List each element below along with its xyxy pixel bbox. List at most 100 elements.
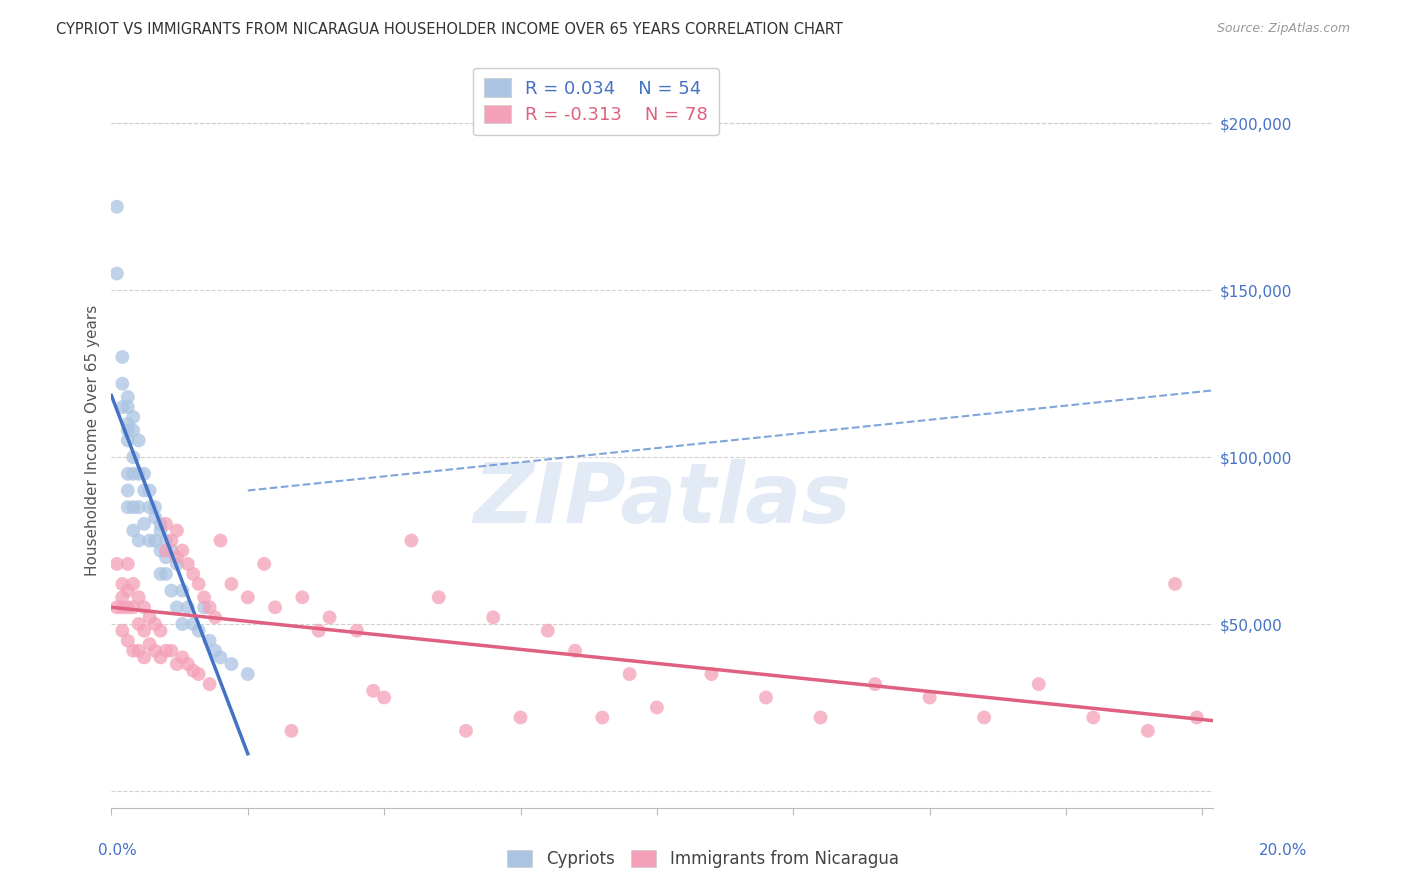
Point <box>509 710 531 724</box>
Point <box>166 600 188 615</box>
Point <box>122 577 145 591</box>
Point <box>198 677 221 691</box>
Point <box>204 610 226 624</box>
Point <box>155 644 177 658</box>
Point <box>143 533 166 548</box>
Point <box>149 624 172 638</box>
Point <box>128 533 150 548</box>
Point <box>111 376 134 391</box>
Point <box>187 577 209 591</box>
Point <box>117 500 139 515</box>
Point <box>117 434 139 448</box>
Point <box>122 450 145 464</box>
Point <box>177 557 200 571</box>
Point <box>117 424 139 438</box>
Point <box>117 633 139 648</box>
Text: 0.0%: 0.0% <box>98 843 138 858</box>
Point <box>221 577 243 591</box>
Point <box>105 557 128 571</box>
Y-axis label: Householder Income Over 65 years: Householder Income Over 65 years <box>86 305 100 576</box>
Point <box>138 610 160 624</box>
Point <box>138 483 160 498</box>
Point <box>204 644 226 658</box>
Point <box>177 657 200 671</box>
Point <box>160 543 183 558</box>
Point <box>181 617 204 632</box>
Point <box>117 400 139 414</box>
Point <box>155 533 177 548</box>
Text: ZIPatlas: ZIPatlas <box>474 458 851 540</box>
Point <box>149 516 172 531</box>
Point <box>134 516 156 531</box>
Point <box>155 566 177 581</box>
Point <box>160 583 183 598</box>
Point <box>155 543 177 558</box>
Point <box>149 650 172 665</box>
Point <box>143 510 166 524</box>
Point <box>236 667 259 681</box>
Point <box>755 690 778 705</box>
Point <box>863 677 886 691</box>
Point <box>149 524 172 538</box>
Point <box>318 610 340 624</box>
Point <box>122 644 145 658</box>
Point <box>619 667 641 681</box>
Text: CYPRIOT VS IMMIGRANTS FROM NICARAGUA HOUSEHOLDER INCOME OVER 65 YEARS CORRELATIO: CYPRIOT VS IMMIGRANTS FROM NICARAGUA HOU… <box>56 22 844 37</box>
Point <box>645 700 668 714</box>
Point <box>105 600 128 615</box>
Point <box>138 533 160 548</box>
Point <box>361 683 384 698</box>
Text: Source: ZipAtlas.com: Source: ZipAtlas.com <box>1216 22 1350 36</box>
Point <box>198 600 221 615</box>
Point <box>117 557 139 571</box>
Point <box>128 467 150 481</box>
Point <box>177 600 200 615</box>
Point <box>427 591 450 605</box>
Point <box>198 633 221 648</box>
Point <box>564 644 586 658</box>
Point <box>128 644 150 658</box>
Point <box>122 424 145 438</box>
Point <box>193 600 215 615</box>
Point <box>134 467 156 481</box>
Point <box>117 417 139 431</box>
Point <box>253 557 276 571</box>
Point <box>122 410 145 425</box>
Point <box>138 500 160 515</box>
Point <box>973 710 995 724</box>
Point <box>105 200 128 214</box>
Point <box>111 400 134 414</box>
Point <box>172 617 194 632</box>
Point <box>810 710 832 724</box>
Point <box>291 591 314 605</box>
Point <box>700 667 723 681</box>
Point <box>373 690 395 705</box>
Point <box>172 583 194 598</box>
Point <box>264 600 287 615</box>
Point <box>128 434 150 448</box>
Point <box>134 650 156 665</box>
Point <box>401 533 423 548</box>
Point <box>1083 710 1105 724</box>
Point <box>181 566 204 581</box>
Point <box>117 467 139 481</box>
Point <box>160 644 183 658</box>
Point <box>122 500 145 515</box>
Point <box>1164 577 1187 591</box>
Point <box>122 600 145 615</box>
Point <box>134 600 156 615</box>
Point <box>166 524 188 538</box>
Point <box>1028 677 1050 691</box>
Point <box>193 591 215 605</box>
Point <box>143 644 166 658</box>
Point <box>187 624 209 638</box>
Point <box>117 390 139 404</box>
Point <box>346 624 368 638</box>
Point <box>149 566 172 581</box>
Point <box>209 533 232 548</box>
Legend: Cypriots, Immigrants from Nicaragua: Cypriots, Immigrants from Nicaragua <box>501 843 905 875</box>
Legend: R = 0.034    N = 54, R = -0.313    N = 78: R = 0.034 N = 54, R = -0.313 N = 78 <box>472 68 718 136</box>
Point <box>172 543 194 558</box>
Point <box>143 617 166 632</box>
Point <box>454 723 477 738</box>
